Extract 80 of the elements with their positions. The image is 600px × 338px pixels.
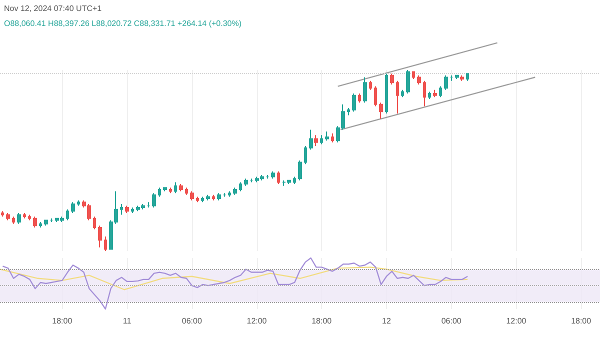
- candlestick: [455, 74, 459, 80]
- candlestick: [120, 203, 123, 216]
- candlestick: [125, 205, 129, 214]
- candlestick: [369, 80, 372, 90]
- x-tick-label: 12:00: [506, 316, 527, 326]
- candlestick: [325, 131, 329, 142]
- text: O88,060.41 H88,397.26 L88,020.72 C88,331.71 +264.14 (+0.30%): [4, 18, 242, 29]
- candlestick: [428, 91, 431, 100]
- candlestick: [423, 80, 426, 107]
- candlestick: [98, 225, 102, 248]
- candlestick: [239, 182, 242, 192]
- x-tick-label: 12: [382, 316, 392, 326]
- candlestick: [1, 210, 4, 218]
- candlestick: [28, 214, 31, 221]
- candlestick: [314, 134, 318, 147]
- candlestick: [131, 207, 134, 214]
- candlestick: [66, 208, 69, 221]
- candlestick: [396, 80, 399, 114]
- candlestick: [277, 170, 280, 185]
- candlestick: [228, 190, 231, 198]
- candlestick: [390, 73, 394, 85]
- candlestick: [412, 71, 415, 80]
- candlestick: [152, 192, 156, 208]
- candlestick: [104, 236, 107, 252]
- candlestick: [347, 108, 350, 116]
- candlestick: [169, 187, 172, 194]
- candlestick: [433, 89, 437, 98]
- x-tick-label: 11: [122, 316, 132, 326]
- candlestick: [460, 74, 464, 82]
- x-tick-label: 18:00: [571, 316, 592, 326]
- candlestick: [201, 196, 204, 203]
- candlestick: [23, 212, 26, 219]
- candlestick: [379, 102, 383, 120]
- candlestick: [374, 86, 377, 107]
- candlestick: [417, 74, 421, 85]
- candlestick: [17, 212, 21, 224]
- candlestick: [179, 184, 183, 192]
- candlestick: [331, 132, 334, 143]
- candlestick: [6, 212, 10, 221]
- candlestick: [320, 134, 323, 145]
- candlestick: [444, 74, 448, 90]
- candlestick: [163, 187, 167, 192]
- candlestick: [450, 74, 453, 82]
- candlestick: [385, 73, 388, 114]
- candlestick: [358, 93, 361, 104]
- candlestick: [439, 86, 442, 98]
- x-tick-label: 06:00: [182, 316, 202, 326]
- candlestick: [190, 190, 194, 201]
- x-tick-label: 12:00: [246, 316, 268, 326]
- candlestick: [293, 176, 296, 185]
- candlestick: [206, 194, 210, 201]
- candlestick: [93, 216, 96, 230]
- candlestick: [77, 200, 80, 206]
- candlestick: [174, 182, 177, 194]
- candlestick: [271, 170, 275, 180]
- x-tick-label: 18:00: [52, 316, 73, 326]
- candlestick: [212, 194, 215, 201]
- x-tick-label: 18:00: [312, 316, 332, 326]
- candlestick: [309, 129, 313, 150]
- candlestick: [244, 178, 248, 186]
- candlestick: [39, 222, 42, 228]
- candlestick: [352, 93, 356, 112]
- candlestick: [33, 216, 37, 228]
- text: Nov 12, 2024 07:40 UTC+1: [4, 3, 103, 14]
- candlestick: [12, 216, 15, 224]
- candlestick: [298, 160, 302, 181]
- candlestick: [185, 187, 188, 196]
- candlestick: [406, 70, 410, 94]
- candlestick: [71, 202, 75, 214]
- candlestick: [158, 187, 161, 198]
- candlestick: [466, 73, 469, 82]
- x-tick-label: 06:00: [441, 316, 462, 326]
- candlestick: [304, 146, 307, 165]
- candlestick: [196, 196, 199, 203]
- candlestick: [401, 89, 404, 98]
- candlestick: [44, 220, 48, 226]
- candlestick: [363, 76, 367, 104]
- candlestick: [217, 192, 221, 201]
- candlestick: [147, 202, 150, 208]
- candlestick: [233, 187, 237, 196]
